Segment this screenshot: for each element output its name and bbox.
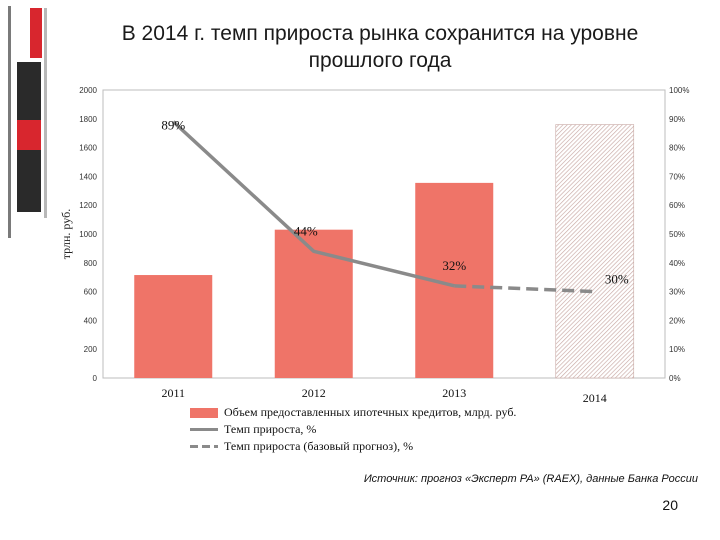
y2-tick-label: 30% xyxy=(669,288,685,297)
y-tick-label: 2000 xyxy=(79,86,97,95)
slide-title: В 2014 г. темп прироста рынка сохранится… xyxy=(121,22,639,72)
y2-tick-label: 10% xyxy=(669,345,685,354)
legend-swatch-bar xyxy=(190,407,218,418)
legend-label-growth: Темп прироста, % xyxy=(224,422,317,436)
y-tick-label: 1400 xyxy=(79,172,97,181)
legend-label-forecast: Темп прироста (базовый прогноз), % xyxy=(224,439,414,453)
x-tick-label: 2013 xyxy=(442,386,466,400)
source-note: Источник: прогноз «Эксперт РА» (RAEX), д… xyxy=(363,473,698,485)
y2-tick-label: 20% xyxy=(669,316,685,325)
forecast-data-label: 30% xyxy=(605,272,629,287)
legend-item-volume: Объем предоставленных ипотечных кредитов… xyxy=(190,404,516,421)
chart-legend: Объем предоставленных ипотечных кредитов… xyxy=(190,404,516,455)
y-tick-label: 400 xyxy=(84,316,98,325)
y2-tick-label: 40% xyxy=(669,259,685,268)
growth-forecast-line xyxy=(454,284,595,294)
page-number: 20 xyxy=(662,497,678,513)
growth-data-label: 32% xyxy=(442,258,466,273)
y-tick-label: 200 xyxy=(84,345,98,354)
x-tick-label: 2012 xyxy=(302,386,326,400)
y2-tick-label: 80% xyxy=(669,144,685,153)
y-tick-label: 800 xyxy=(84,259,98,268)
raex-logo xyxy=(8,6,47,238)
legend-item-forecast: Темп прироста (базовый прогноз), % xyxy=(190,438,516,455)
y-tick-label: 1600 xyxy=(79,144,97,153)
y2-tick-label: 60% xyxy=(669,201,685,210)
x-tick-label: 2011 xyxy=(161,386,185,400)
y-tick-label: 600 xyxy=(84,288,98,297)
legend-swatch-dashed xyxy=(190,445,218,448)
plot-frame xyxy=(102,89,666,379)
logo-brand-red xyxy=(17,120,41,150)
y-tick-label: 1200 xyxy=(79,201,97,210)
y2-tick-label: 90% xyxy=(669,115,685,124)
legend-item-growth: Темп прироста, % xyxy=(190,421,516,438)
y2-tick-label: 70% xyxy=(669,172,685,181)
y-tick-label: 0 xyxy=(93,374,98,383)
legend-swatch-line xyxy=(190,428,218,431)
growth-data-label: 44% xyxy=(294,223,318,238)
growth-data-label: 89% xyxy=(161,118,185,133)
y-tick-label: 1000 xyxy=(79,230,97,239)
y2-tick-label: 100% xyxy=(669,86,689,95)
legend-label-volume: Объем предоставленных ипотечных кредитов… xyxy=(224,405,517,419)
y-tick-label: 1800 xyxy=(79,115,97,124)
growth-line xyxy=(172,120,455,288)
x-tick-label: 2014 xyxy=(583,391,607,405)
y2-tick-label: 50% xyxy=(669,230,685,239)
logo-tagline-bar xyxy=(8,6,11,238)
bar-forecast xyxy=(555,124,635,379)
bar xyxy=(134,275,213,378)
bar xyxy=(274,229,353,378)
logo-cities-bar xyxy=(44,8,47,218)
y2-tick-label: 0% xyxy=(669,374,681,383)
y-axis-label: трлн. руб. xyxy=(59,209,73,259)
logo-cyr-block xyxy=(30,8,42,58)
